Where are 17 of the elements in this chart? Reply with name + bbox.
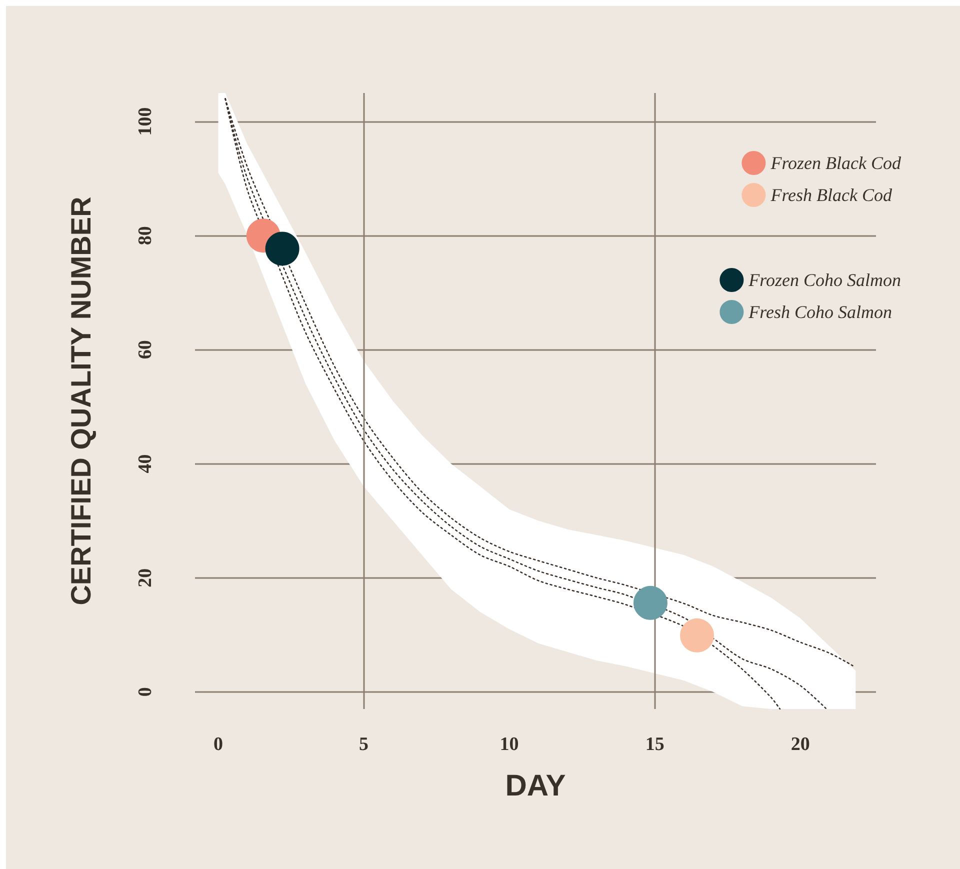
x-tick-label: 15 (645, 734, 664, 755)
x-axis-title: DAY (505, 770, 566, 802)
y-tick-label: 20 (135, 568, 156, 588)
x-tick-label: 20 (790, 734, 810, 755)
y-axis-title: CERTIFIED QUALITY NUMBER (66, 196, 96, 606)
legend-label: Frozen Coho Salmon (748, 270, 902, 290)
x-tick-label: 0 (214, 734, 224, 755)
y-tick-label: 100 (135, 107, 156, 136)
legend-label: Frozen Black Cod (770, 153, 902, 173)
x-tick-label: 5 (359, 734, 369, 755)
legend-label: Fresh Coho Salmon (748, 302, 892, 322)
legend-label: Fresh Black Cod (770, 185, 893, 205)
y-tick-label: 80 (135, 226, 156, 246)
y-tick-label: 60 (135, 340, 156, 360)
y-tick-label: 0 (135, 687, 156, 697)
y-tick-label: 40 (135, 454, 156, 474)
x-tick-label: 10 (500, 734, 519, 755)
